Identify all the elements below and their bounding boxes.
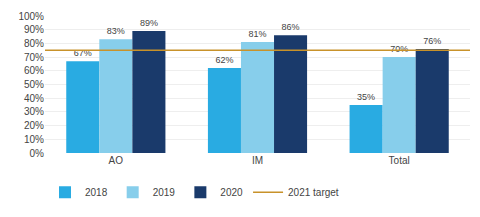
svg-text:60%: 60% [24,65,44,76]
svg-text:62%: 62% [215,55,233,65]
svg-text:89%: 89% [140,18,158,28]
svg-text:76%: 76% [423,36,441,46]
svg-text:83%: 83% [107,26,125,36]
svg-text:70%: 70% [390,44,408,54]
svg-text:86%: 86% [282,22,300,32]
svg-text:40%: 40% [24,93,44,104]
svg-text:IM: IM [252,155,263,166]
svg-text:20%: 20% [24,120,44,131]
svg-text:0%: 0% [30,148,45,159]
svg-text:81%: 81% [248,29,266,39]
svg-text:100%: 100% [18,11,44,22]
svg-text:90%: 90% [24,24,44,35]
svg-text:70%: 70% [24,52,44,63]
svg-text:2020: 2020 [220,187,243,198]
svg-text:2021 target: 2021 target [288,187,339,198]
svg-text:Total: Total [389,155,410,166]
svg-text:2018: 2018 [85,187,108,198]
svg-text:50%: 50% [24,79,44,90]
svg-text:30%: 30% [24,106,44,117]
svg-text:35%: 35% [357,92,375,102]
svg-text:80%: 80% [24,38,44,49]
svg-text:AO: AO [109,155,124,166]
svg-text:2019: 2019 [153,187,176,198]
svg-text:67%: 67% [74,48,92,58]
svg-text:10%: 10% [24,134,44,145]
